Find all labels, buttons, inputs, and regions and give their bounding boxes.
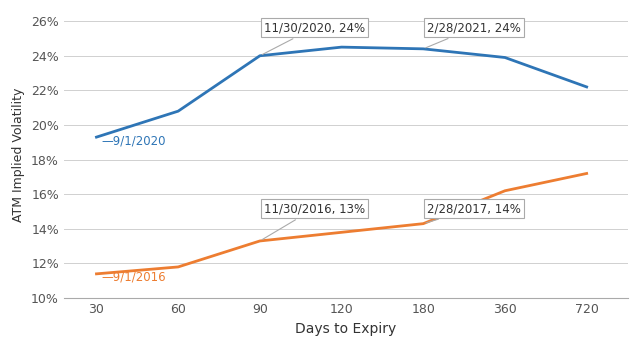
Text: 2/28/2021, 24%: 2/28/2021, 24%: [426, 21, 521, 48]
Text: 11/30/2016, 13%: 11/30/2016, 13%: [262, 202, 365, 239]
Text: 11/30/2020, 24%: 11/30/2020, 24%: [262, 21, 365, 55]
Text: —9/1/2020: —9/1/2020: [101, 134, 166, 147]
Text: —9/1/2016: —9/1/2016: [101, 271, 166, 284]
Y-axis label: ATM Implied Volatility: ATM Implied Volatility: [13, 88, 26, 222]
X-axis label: Days to Expiry: Days to Expiry: [295, 322, 396, 335]
Text: 2/28/2017, 14%: 2/28/2017, 14%: [426, 202, 521, 223]
